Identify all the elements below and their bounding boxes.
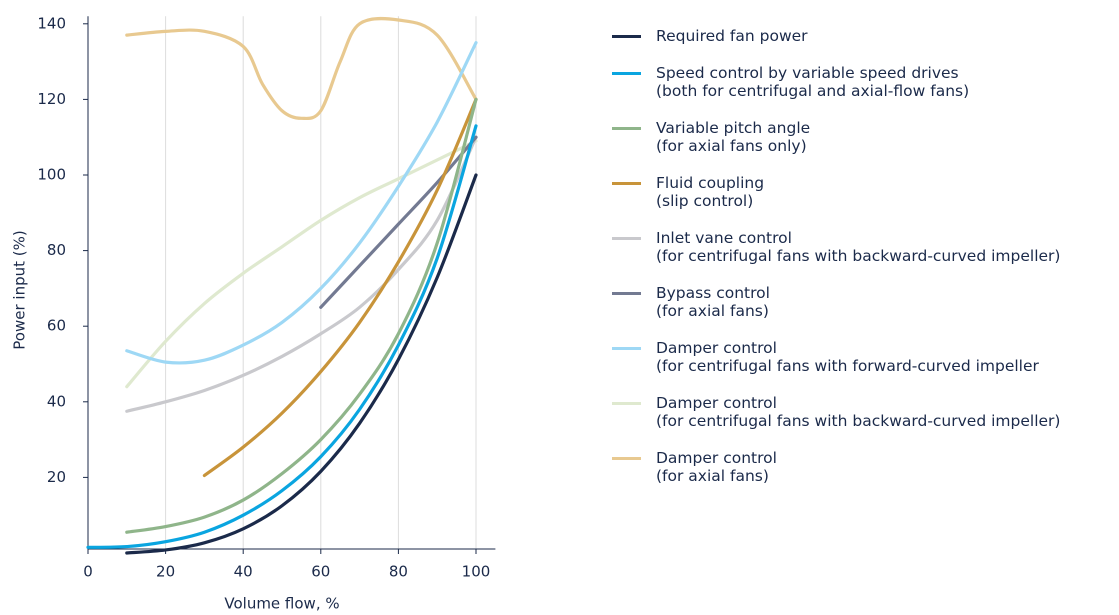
x-tick-label: 100 bbox=[462, 563, 491, 581]
y-tick-label: 140 bbox=[37, 14, 66, 32]
legend-swatch bbox=[612, 292, 641, 295]
legend-label: Damper control (for centrifugal fans wit… bbox=[656, 394, 1061, 430]
y-tick-label: 20 bbox=[47, 468, 66, 486]
legend-entry: Speed control by variable speed drives (… bbox=[612, 64, 1119, 100]
x-tick-label: 80 bbox=[389, 563, 408, 581]
y-tick-label: 100 bbox=[37, 166, 66, 184]
legend-label: Speed control by variable speed drives (… bbox=[656, 64, 970, 100]
series-line bbox=[125, 16, 478, 121]
legend-entry: Inlet vane control (for centrifugal fans… bbox=[612, 229, 1119, 265]
series-line bbox=[125, 173, 478, 555]
x-tick-label: 60 bbox=[311, 563, 330, 581]
legend-swatch bbox=[612, 35, 641, 38]
series-line bbox=[202, 97, 478, 478]
legend-entry: Damper control (for axial fans) bbox=[612, 449, 1119, 485]
legend-entry: Damper control (for centrifugal fans wit… bbox=[612, 339, 1119, 375]
legend-label: Damper control (for axial fans) bbox=[656, 449, 777, 485]
legend-label: Bypass control (for axial fans) bbox=[656, 284, 770, 320]
legend-entry: Required fan power bbox=[612, 27, 1119, 45]
legend-label: Fluid coupling (slip control) bbox=[656, 174, 765, 210]
series-line bbox=[125, 41, 478, 365]
series-line bbox=[125, 139, 478, 389]
series-line bbox=[319, 135, 478, 309]
legend-swatch bbox=[612, 457, 641, 460]
series-line bbox=[125, 97, 478, 534]
legend-swatch bbox=[612, 402, 641, 405]
y-tick-label: 40 bbox=[47, 392, 66, 410]
y-tick-label: 120 bbox=[37, 90, 66, 108]
series-line bbox=[125, 135, 478, 413]
y-tick-label: 60 bbox=[47, 317, 66, 335]
legend-label: Damper control (for centrifugal fans wit… bbox=[656, 339, 1039, 375]
legend-swatch bbox=[612, 237, 641, 240]
x-axis-title: Volume flow, % bbox=[224, 595, 339, 613]
chart: Power input (%) Volume flow, % 0 20 40 60 80… bbox=[11, 14, 496, 613]
legend-entry: Fluid coupling (slip control) bbox=[612, 174, 1119, 210]
x-tick-label: 0 bbox=[83, 563, 93, 581]
legend-label: Required fan power bbox=[656, 27, 808, 45]
x-tick-label: 20 bbox=[156, 563, 175, 581]
y-axis-title: Power input (%) bbox=[11, 230, 29, 349]
legend: Required fan power Speed control by varia… bbox=[612, 27, 1119, 504]
legend-swatch bbox=[612, 182, 641, 185]
legend-entry: Damper control (for centrifugal fans wit… bbox=[612, 394, 1119, 430]
series-line bbox=[86, 124, 478, 549]
y-tick-label: 80 bbox=[47, 241, 66, 259]
legend-entry: Bypass control (for axial fans) bbox=[612, 284, 1119, 320]
legend-label: Variable pitch angle (for axial fans onl… bbox=[656, 119, 811, 155]
legend-label: Inlet vane control (for centrifugal fans… bbox=[656, 229, 1061, 265]
legend-swatch bbox=[612, 347, 641, 350]
legend-swatch bbox=[612, 72, 641, 75]
x-tick-label: 40 bbox=[234, 563, 253, 581]
legend-entry: Variable pitch angle (for axial fans onl… bbox=[612, 119, 1119, 155]
legend-swatch bbox=[612, 127, 641, 130]
